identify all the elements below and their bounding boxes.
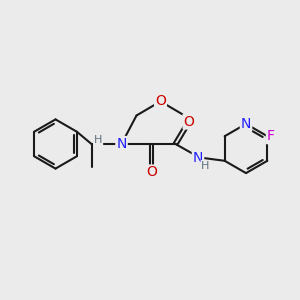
Text: N: N — [241, 117, 251, 131]
Text: N: N — [193, 151, 203, 164]
Text: O: O — [146, 166, 157, 179]
Text: H: H — [201, 161, 210, 171]
Text: O: O — [184, 115, 194, 128]
Text: O: O — [155, 94, 166, 108]
Text: N: N — [116, 137, 127, 151]
Text: F: F — [267, 129, 275, 143]
Text: H: H — [94, 135, 102, 146]
